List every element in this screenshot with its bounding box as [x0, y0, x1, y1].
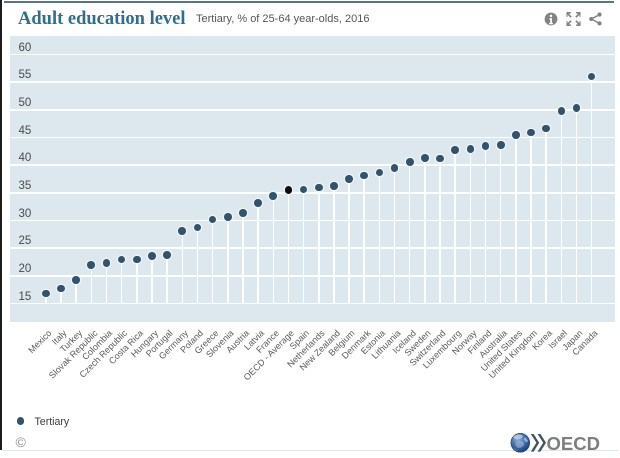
svg-text:OECD: OECD — [547, 433, 601, 454]
